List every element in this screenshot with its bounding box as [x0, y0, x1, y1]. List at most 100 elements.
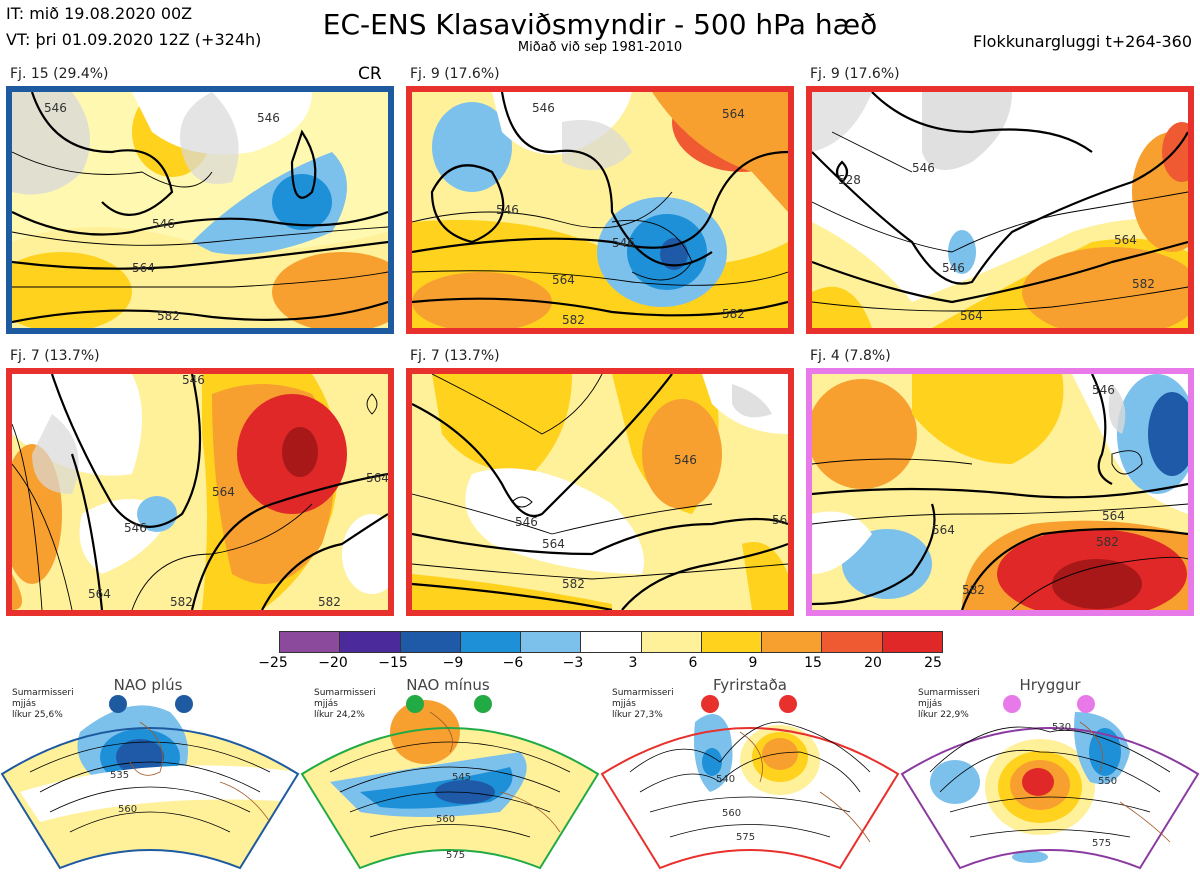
regime-marker-dot	[1003, 695, 1021, 713]
contour-label: 546	[44, 101, 67, 115]
cluster-map-5: 546 546 564 564 582	[406, 368, 794, 616]
contour-label: 564	[960, 309, 983, 323]
contour-label: 582	[562, 313, 585, 327]
colorbar-tick: 20	[864, 655, 882, 671]
colorbar-tick: −9	[442, 655, 464, 671]
regime-nao-plus-map: 535 560	[0, 695, 300, 870]
regime-nao-minus-map: 545 560 575	[300, 695, 600, 870]
contour-label: 564	[212, 485, 235, 499]
colorbar-swatch	[822, 632, 883, 652]
regime-name: NAO mínus	[406, 676, 490, 694]
contour-label: 564	[552, 273, 575, 287]
contour-label: 564	[1114, 233, 1137, 247]
cluster-map-4: 546 546 564 564 564 582 582	[6, 368, 394, 616]
regime-ridge: 530 550 575 Hryggur Sumarmisseri mjjás l…	[900, 672, 1200, 872]
cluster-map-3: 528 546 546 564 564 582	[806, 86, 1194, 334]
contour-label: 564	[932, 523, 955, 537]
valid-time: VT: þri 01.09.2020 12Z (+324h)	[6, 30, 262, 49]
contour-label: 564	[722, 107, 745, 121]
regime-marker-dot	[1077, 695, 1095, 713]
cluster-map-6-graphic: 546 564 564 582 582	[812, 374, 1188, 610]
contour-label: 564	[772, 513, 788, 527]
cluster-map-5-graphic: 546 546 564 564 582	[412, 374, 788, 610]
contour-label: 560	[722, 808, 741, 819]
regime-nao-plus: 535 560 NAO plús Sumarmisseri mjjás líku…	[0, 672, 300, 872]
contour-label: 540	[716, 774, 735, 785]
regime-marker-dot	[175, 695, 193, 713]
contour-label: 545	[452, 772, 471, 783]
contour-label: 582	[1132, 277, 1155, 291]
regime-marker-dot	[779, 695, 797, 713]
contour-label: 582	[170, 595, 193, 609]
contour-label: 550	[1098, 776, 1117, 787]
colorbar-swatch	[701, 632, 763, 652]
contour-label: 546	[674, 453, 697, 467]
panel-1-regime-tag: CR	[358, 64, 382, 84]
contour-label: 582	[722, 307, 745, 321]
panel-1-label: Fj. 15 (29.4%)	[10, 66, 109, 82]
contour-label: 582	[157, 309, 180, 323]
contour-label: 564	[366, 471, 388, 485]
regime-note: Sumarmisseri mjjás líkur 24,2%	[314, 688, 376, 720]
regime-note: Sumarmisseri mjjás líkur 22,9%	[918, 688, 980, 720]
cluster-map-1: 546 564 582 546 546	[6, 86, 394, 334]
contour-label: 560	[436, 814, 455, 825]
cluster-map-3-graphic: 528 546 546 564 564 582	[812, 92, 1188, 328]
contour-label: 575	[1092, 838, 1111, 849]
page-subtitle: Miðað við sep 1981-2010	[517, 40, 683, 55]
contour-label: 564	[542, 537, 565, 551]
colorbar-swatch	[460, 632, 522, 652]
regime-name: NAO plús	[113, 676, 183, 694]
colorbar-tick: 6	[688, 655, 698, 671]
regime-marker-dot	[701, 695, 719, 713]
contour-label: 564	[132, 261, 155, 275]
panel-4-label: Fj. 7 (13.7%)	[10, 348, 100, 364]
regime-note: Sumarmisseri mjjás líkur 25,6%	[12, 688, 74, 720]
contour-label: 546	[496, 203, 519, 217]
contour-label: 546	[612, 236, 635, 250]
contour-label: 546	[124, 521, 147, 535]
colorbar-tick: −25	[258, 655, 288, 671]
contour-label: 582	[1096, 535, 1119, 549]
regime-marker-dot	[109, 695, 127, 713]
contour-label: 582	[962, 583, 985, 597]
colorbar-tick: −15	[378, 655, 408, 671]
regime-note: Sumarmisseri mjjás líkur 27,3%	[612, 688, 674, 720]
contour-label: 575	[446, 850, 465, 861]
colorbar-swatch	[882, 632, 942, 652]
contour-label: 582	[562, 577, 585, 591]
colorbar-swatch	[581, 632, 642, 652]
contour-label: 582	[318, 595, 341, 609]
cluster-map-4-graphic: 546 546 564 564 564 582 582	[12, 374, 388, 610]
cluster-map-1-graphic: 546 564 582 546 546	[12, 92, 388, 328]
anomaly-colorbar	[279, 631, 943, 653]
contour-label: 546	[257, 111, 280, 125]
contour-label: 546	[1092, 383, 1115, 397]
colorbar-tick: −3	[562, 655, 584, 671]
colorbar-tick: 3	[628, 655, 638, 671]
contour-label: 564	[1102, 509, 1125, 523]
contour-label: 530	[1052, 722, 1071, 733]
colorbar-swatch	[280, 632, 341, 652]
cluster-map-2: 546 546 546 564 564 582 582	[406, 86, 794, 334]
panel-2-label: Fj. 9 (17.6%)	[410, 66, 500, 82]
contour-label: 546	[515, 515, 538, 529]
contour-label: 546	[182, 374, 205, 387]
colorbar-tick: 9	[748, 655, 758, 671]
contour-label: 546	[912, 161, 935, 175]
cluster-map-2-graphic: 546 546 546 564 564 582 582	[412, 92, 788, 328]
initial-time: IT: mið 19.08.2020 00Z	[6, 4, 193, 23]
classification-window: Flokkunargluggi t+264-360	[973, 32, 1192, 51]
contour-label: 546	[532, 101, 555, 115]
regime-name: Hryggur	[1019, 676, 1081, 694]
contour-label: 546	[942, 261, 965, 275]
regime-name: Fyrirstaða	[713, 676, 787, 694]
contour-label: 546	[152, 217, 175, 231]
page-title: EC-ENS Klasaviðsmyndir - 500 hPa hæð	[322, 8, 878, 41]
contour-label: 564	[88, 587, 111, 601]
regime-blocking-map: 540 560 575	[600, 695, 900, 870]
regime-nao-minus: 545 560 575 NAO mínus Sumarmisseri mjjás…	[300, 672, 600, 872]
cluster-map-6: 546 564 564 582 582	[806, 368, 1194, 616]
colorbar-tick: 15	[804, 655, 822, 671]
contour-label: 560	[118, 804, 137, 815]
